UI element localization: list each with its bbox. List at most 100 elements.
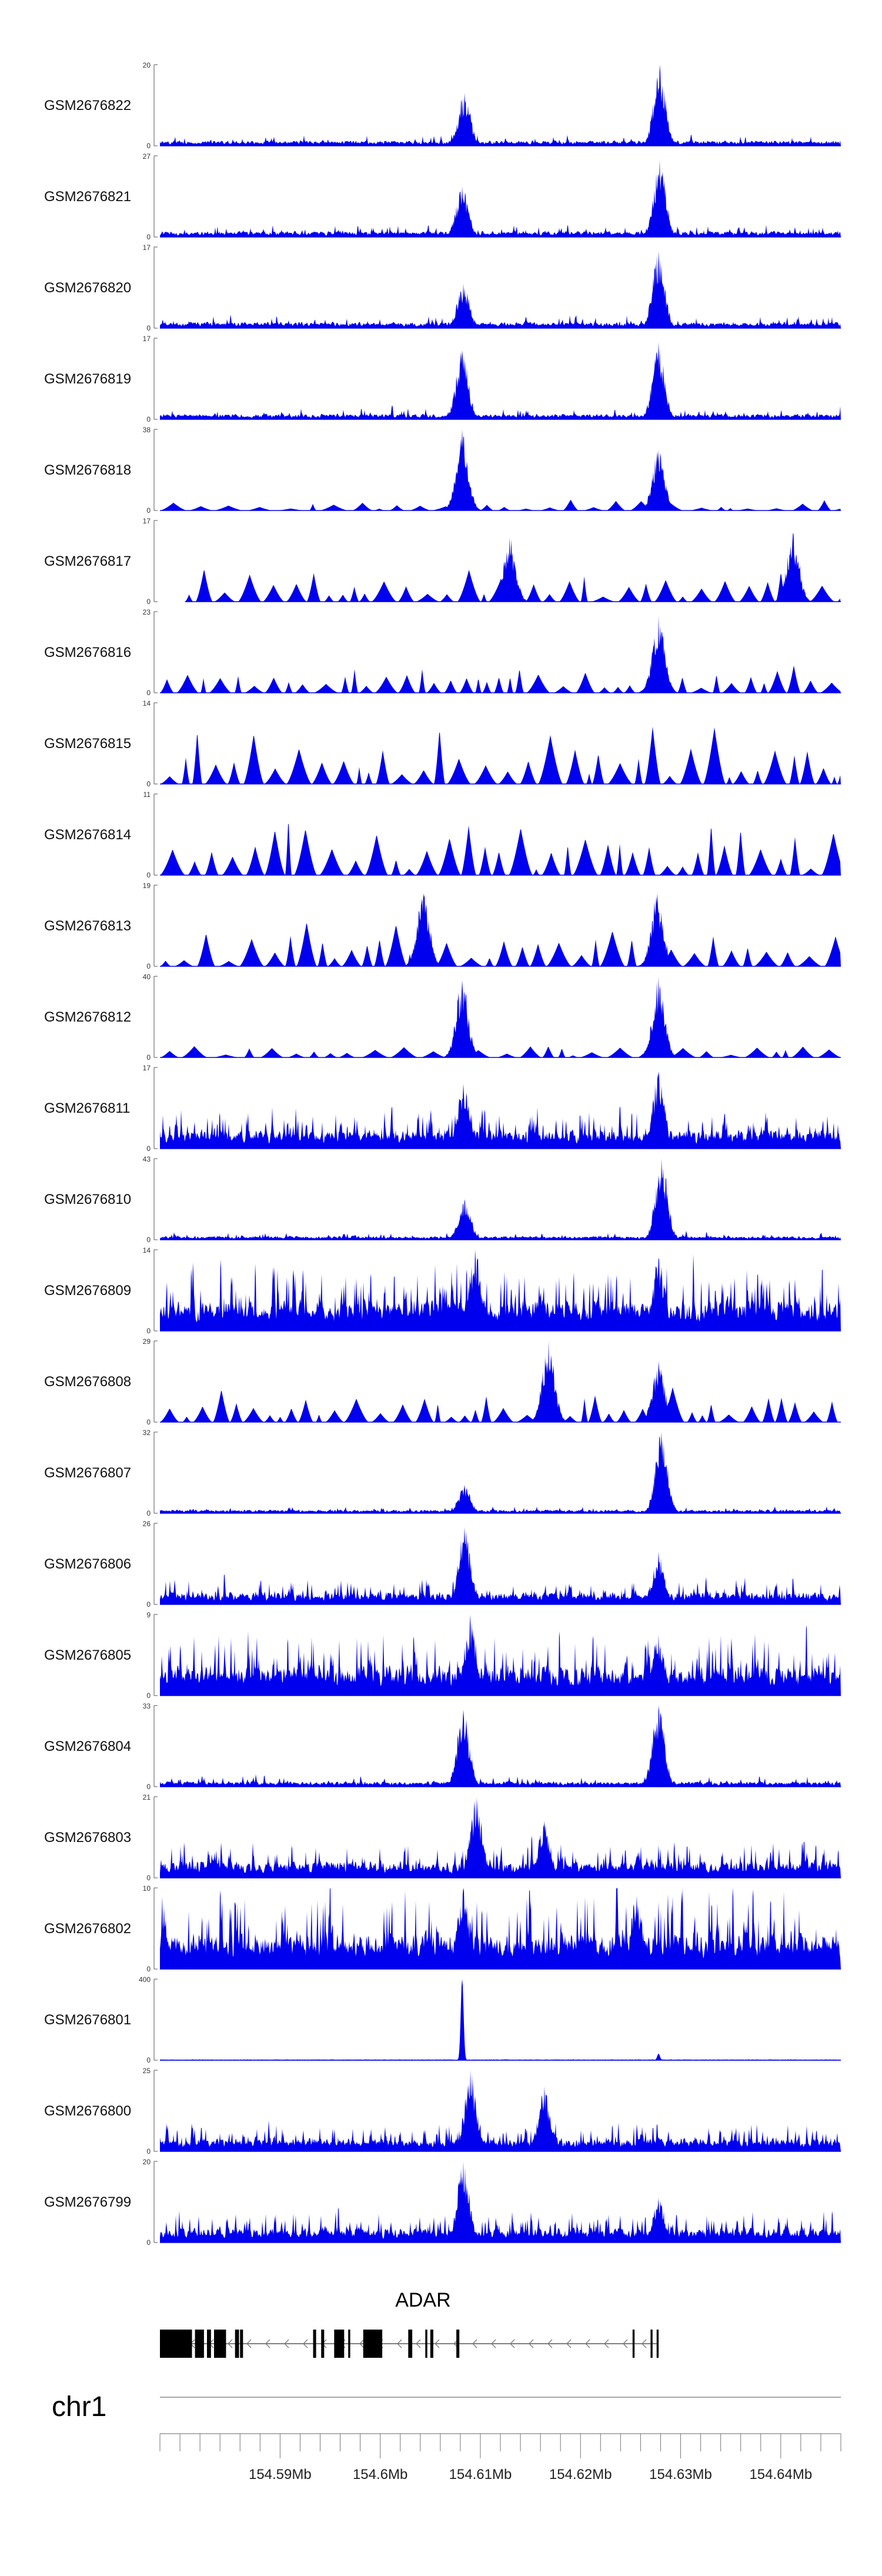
- genome-axis: 154.59Mb 154.6Mb 154.61Mb 154.62Mb 154.63Mb 1…: [159, 2433, 841, 2482]
- coverage-track: GSM2676817 17 0: [44, 517, 841, 606]
- strand-arrow: [284, 2339, 289, 2348]
- y-max-label: 17: [143, 243, 151, 252]
- strand-arrow: [265, 2339, 270, 2348]
- coverage-tracks: GSM2676822200GSM2676821270GSM2676820170G…: [44, 61, 841, 2247]
- y-min-label: 0: [146, 1965, 151, 1973]
- y-max-label: 25: [143, 2067, 151, 2075]
- coverage-track: GSM2676819 17 0: [44, 335, 841, 423]
- gene-track: ADAR: [160, 2289, 659, 2358]
- gene-exon: [334, 2330, 345, 2358]
- coverage-area: [160, 1159, 841, 1240]
- y-max-label: 43: [143, 1155, 151, 1163]
- coverage-track: GSM2676818 38 0: [44, 426, 841, 515]
- strand-arrow: [359, 2339, 365, 2348]
- coverage-area: [160, 1341, 841, 1422]
- axis-tick-label: 154.61Mb: [449, 2467, 512, 2482]
- gene-exon: [456, 2330, 460, 2358]
- track-label: GSM2676816: [44, 645, 131, 660]
- coverage-track: GSM2676809 14 0: [44, 1246, 841, 1335]
- y-max-label: 400: [139, 1976, 151, 1984]
- y-max-label: 27: [143, 152, 151, 161]
- y-max-label: 26: [143, 1520, 151, 1528]
- y-min-label: 0: [146, 871, 151, 879]
- gene-exon: [160, 2330, 192, 2358]
- track-label: GSM2676811: [44, 1100, 130, 1116]
- y-min-label: 0: [146, 2056, 151, 2064]
- coverage-area: [160, 976, 841, 1057]
- y-min-label: 0: [146, 962, 151, 970]
- coverage-area: [160, 342, 841, 419]
- track-label: GSM2676807: [44, 1465, 131, 1481]
- y-max-label: 14: [143, 699, 151, 708]
- strand-arrow: [547, 2339, 553, 2348]
- coverage-track: GSM2676820 17 0: [44, 243, 841, 332]
- gene-exon: [430, 2330, 433, 2358]
- coverage-track: GSM2676801 400 0: [44, 1976, 841, 2064]
- y-min-label: 0: [146, 1236, 151, 1244]
- coverage-area: [160, 1797, 841, 1878]
- y-min-label: 0: [146, 1327, 151, 1335]
- axis-tick-label: 154.6Mb: [353, 2467, 407, 2482]
- coverage-track: GSM2676806 26 0: [44, 1520, 841, 1609]
- track-label: GSM2676808: [44, 1374, 131, 1390]
- coverage-area: [160, 2161, 841, 2243]
- y-max-label: 20: [143, 61, 151, 69]
- gene-exon: [321, 2330, 325, 2358]
- coverage-area: [160, 824, 841, 875]
- coverage-area: [160, 1979, 841, 2060]
- y-max-label: 29: [143, 1337, 151, 1346]
- track-label: GSM2676822: [44, 98, 131, 114]
- coverage-track: GSM2676811 17 0: [44, 1064, 841, 1153]
- track-label: GSM2676810: [44, 1192, 131, 1207]
- gene-exon: [632, 2330, 635, 2358]
- track-label: GSM2676805: [44, 1647, 131, 1663]
- y-min-label: 0: [146, 1053, 151, 1062]
- y-max-label: 14: [143, 1246, 151, 1254]
- gene-exon: [207, 2330, 211, 2358]
- strand-arrow: [303, 2339, 308, 2348]
- track-label: GSM2676818: [44, 462, 131, 478]
- coverage-area: [160, 615, 841, 693]
- coverage-track: GSM2676816 23 0: [44, 608, 841, 697]
- gene-label: ADAR: [395, 2289, 450, 2311]
- track-label: GSM2676817: [44, 553, 131, 569]
- coverage-track: GSM2676810 43 0: [44, 1155, 841, 1244]
- gene-exon: [348, 2330, 350, 2358]
- coverage-area: [160, 1432, 841, 1513]
- y-max-label: 20: [143, 2158, 151, 2166]
- gene-exon: [235, 2330, 239, 2358]
- gene-exon: [650, 2330, 653, 2358]
- strand-arrow: [642, 2339, 647, 2348]
- strand-arrow: [510, 2339, 515, 2348]
- strand-arrow: [604, 2339, 609, 2348]
- coverage-track: GSM2676805 9 0: [44, 1611, 841, 1700]
- track-label: GSM2676803: [44, 1830, 131, 1846]
- axis-tick-label: 154.63Mb: [649, 2467, 712, 2482]
- track-label: GSM2676813: [44, 918, 131, 934]
- coverage-track: GSM2676808 29 0: [44, 1337, 841, 1426]
- track-label: GSM2676821: [44, 189, 131, 205]
- track-label: GSM2676799: [44, 2194, 131, 2210]
- coverage-track: GSM2676813 19 0: [44, 882, 841, 970]
- coverage-track: GSM2676799 20 0: [44, 2158, 841, 2247]
- y-max-label: 19: [143, 882, 151, 890]
- coverage-area: [160, 251, 841, 328]
- y-min-label: 0: [146, 415, 151, 423]
- axis-tick-label: 154.62Mb: [549, 2467, 612, 2482]
- track-label: GSM2676801: [44, 2012, 131, 2028]
- coverage-track: GSM2676814 11 0: [44, 790, 841, 879]
- y-min-label: 0: [146, 233, 151, 241]
- strand-arrow: [416, 2339, 421, 2348]
- strand-arrow: [623, 2339, 628, 2348]
- strand-arrow: [435, 2339, 440, 2348]
- gene-exon: [313, 2330, 316, 2358]
- y-min-label: 0: [146, 1509, 151, 1517]
- coverage-area: [160, 1888, 841, 1969]
- y-min-label: 0: [146, 1600, 151, 1609]
- strand-arrow: [491, 2339, 496, 2348]
- strand-arrow: [585, 2339, 590, 2348]
- coverage-area: [160, 1250, 841, 1331]
- y-max-label: 17: [143, 1064, 151, 1072]
- gene-exon: [195, 2330, 204, 2358]
- coverage-area: [160, 893, 841, 966]
